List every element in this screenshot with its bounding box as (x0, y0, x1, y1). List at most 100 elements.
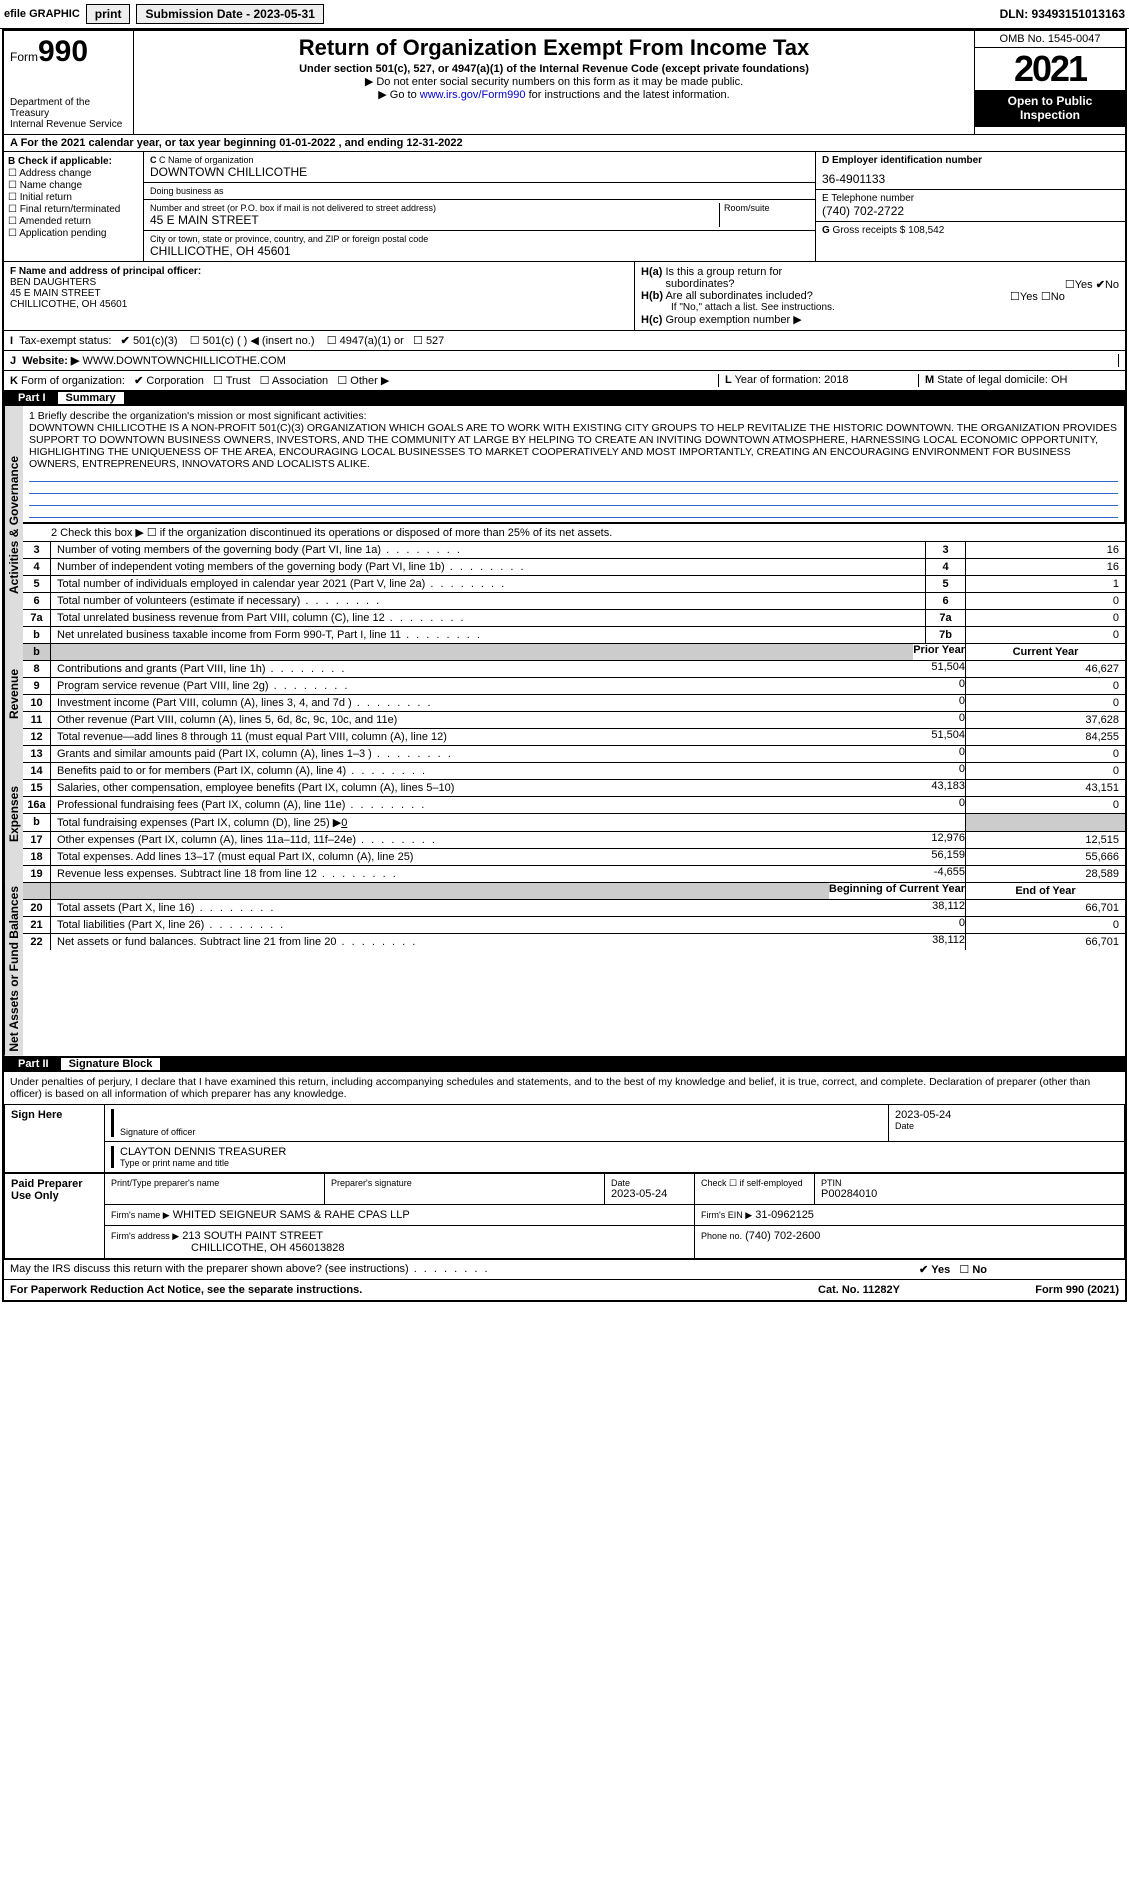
l22-curr: 66,701 (965, 934, 1125, 950)
l8-curr: 46,627 (965, 661, 1125, 677)
opt-501c: 501(c) ( ) ◀ (insert no.) (203, 335, 315, 347)
l19-curr: 28,589 (965, 866, 1125, 882)
prior-year-hdr: Prior Year (913, 644, 965, 660)
phone-label: E Telephone number (822, 193, 1119, 204)
ptin-value: P00284010 (821, 1188, 1118, 1200)
firm-name-label: Firm's name ▶ (111, 1210, 170, 1220)
l9-desc: Program service revenue (Part VIII, line… (51, 678, 959, 694)
l17-prior: 12,976 (931, 832, 965, 848)
chk-name-change[interactable]: Name change (8, 180, 139, 191)
l22-prior: 38,112 (932, 934, 965, 950)
l10-curr: 0 (965, 695, 1125, 711)
officer-label: F Name and address of principal officer: (10, 266, 201, 277)
irs-link[interactable]: www.irs.gov/Form990 (420, 89, 526, 101)
officer-addr1: 45 E MAIN STREET (10, 288, 101, 299)
chk-amended-return[interactable]: Amended return (8, 216, 139, 227)
opt-other: Other ▶ (350, 375, 389, 387)
chk-corporation[interactable] (134, 375, 143, 387)
hb-note: If "No," attach a list. See instructions… (641, 302, 1119, 313)
l5-desc: Total number of individuals employed in … (51, 576, 925, 592)
ein-label: D Employer identification number (822, 155, 1119, 166)
state-domicile: OH (1051, 374, 1068, 386)
firm-name: WHITED SEIGNEUR SAMS & RAHE CPAS LLP (173, 1209, 410, 1221)
opt-527: 527 (426, 335, 444, 347)
l21-desc: Total liabilities (Part X, line 26) (51, 917, 959, 933)
firm-phone: (740) 702-2600 (745, 1230, 820, 1242)
section-b-label: B Check if applicable: (8, 156, 112, 167)
sig-date-label: Date (895, 1121, 1118, 1131)
ptin-label: PTIN (821, 1178, 1118, 1188)
opt-trust: Trust (226, 375, 251, 387)
website-value: WWW.DOWNTOWNCHILLICOTHE.COM (82, 355, 285, 367)
ha-yes: Yes (1075, 279, 1093, 291)
subtitle: Under section 501(c), 527, or 4947(a)(1)… (140, 63, 968, 75)
l17-curr: 12,515 (965, 832, 1125, 848)
l8-desc: Contributions and grants (Part VIII, lin… (51, 661, 931, 677)
submission-date-button[interactable]: Submission Date - 2023-05-31 (136, 4, 323, 24)
l10-desc: Investment income (Part VIII, column (A)… (51, 695, 959, 711)
open-public-badge: Open to Public Inspection (975, 90, 1125, 127)
room-label: Room/suite (724, 203, 809, 213)
note-link: ▶ Go to www.irs.gov/Form990 for instruct… (140, 88, 968, 101)
dept-label: Department of the Treasury (10, 97, 127, 119)
phone-value: (740) 702-2722 (822, 204, 1119, 218)
current-year-hdr: Current Year (965, 644, 1125, 660)
l4-num: 4 (23, 559, 51, 575)
firm-ein-label: Firm's EIN ▶ (701, 1210, 752, 1220)
addr-label: Number and street (or P.O. box if mail i… (150, 203, 719, 213)
l16b-desc: Total fundraising expenses (Part IX, col… (51, 814, 965, 831)
city-value: CHILLICOTHE, OH 45601 (150, 244, 809, 258)
hb-no: No (1051, 291, 1065, 303)
l3-val: 16 (965, 542, 1125, 558)
ha-yesno: ☐Yes No (1065, 278, 1119, 291)
prep-date-label: Date (611, 1178, 688, 1188)
chk-final-return[interactable]: Final return/terminated (8, 204, 139, 215)
hb-yesno: ☐Yes ☐No (1010, 290, 1065, 303)
l16a-desc: Professional fundraising fees (Part IX, … (51, 797, 959, 813)
l7b-desc: Net unrelated business taxable income fr… (51, 627, 925, 643)
l20-desc: Total assets (Part X, line 16) (51, 900, 932, 916)
year-formation: 2018 (824, 374, 848, 386)
dba-label: Doing business as (150, 186, 809, 196)
opt-501c3: 501(c)(3) (133, 335, 178, 347)
l17-desc: Other expenses (Part IX, column (A), lin… (51, 832, 931, 848)
l5-box: 5 (925, 576, 965, 592)
l4-val: 16 (965, 559, 1125, 575)
chk-initial-return[interactable]: Initial return (8, 192, 139, 203)
eoy-hdr: End of Year (965, 883, 1125, 899)
chk-application-pending[interactable]: Application pending (8, 228, 139, 239)
discuss-question: May the IRS discuss this return with the… (10, 1263, 919, 1276)
chk-501c3[interactable] (121, 335, 130, 347)
firm-addr-label: Firm's address ▶ (111, 1231, 179, 1241)
paid-preparer-label: Paid Preparer Use Only (5, 1173, 105, 1258)
l12-desc: Total revenue—add lines 8 through 11 (mu… (51, 729, 931, 745)
l7a-desc: Total unrelated business revenue from Pa… (51, 610, 925, 626)
irs-label: Internal Revenue Service (10, 119, 127, 130)
l18-prior: 56,159 (931, 849, 965, 865)
sidebar-expenses: Expenses (4, 745, 23, 882)
l7b-val: 0 (965, 627, 1125, 643)
self-employed-label: Check ☐ if self-employed (695, 1173, 815, 1204)
prep-date: 2023-05-24 (611, 1188, 688, 1200)
sidebar-governance: Activities & Governance (4, 406, 23, 643)
l19-desc: Revenue less expenses. Subtract line 18 … (51, 866, 934, 882)
print-button[interactable]: print (86, 4, 131, 24)
l13-curr: 0 (965, 746, 1125, 762)
discuss-no: No (972, 1264, 987, 1276)
form-990-text: 990 (38, 35, 88, 68)
l12-prior: 51,504 (931, 729, 965, 745)
page-title: Return of Organization Exempt From Incom… (140, 35, 968, 61)
l16b-val: 0 (341, 817, 347, 829)
city-label: City or town, state or province, country… (150, 234, 809, 244)
l6-box: 6 (925, 593, 965, 609)
l4-desc: Number of independent voting members of … (51, 559, 925, 575)
l19-prior: -4,655 (934, 866, 965, 882)
note-ssn: ▶ Do not enter social security numbers o… (140, 75, 968, 88)
line2: 2 Check this box ▶ ☐ if the organization… (23, 524, 1125, 541)
discuss-yes: Yes (931, 1264, 950, 1276)
chk-address-change[interactable]: Address change (8, 168, 139, 179)
discuss-yes-chk[interactable] (919, 1264, 928, 1276)
efile-label: efile GRAPHIC (4, 8, 80, 20)
addr-value: 45 E MAIN STREET (150, 213, 719, 227)
part1-title: Summary (58, 392, 124, 404)
